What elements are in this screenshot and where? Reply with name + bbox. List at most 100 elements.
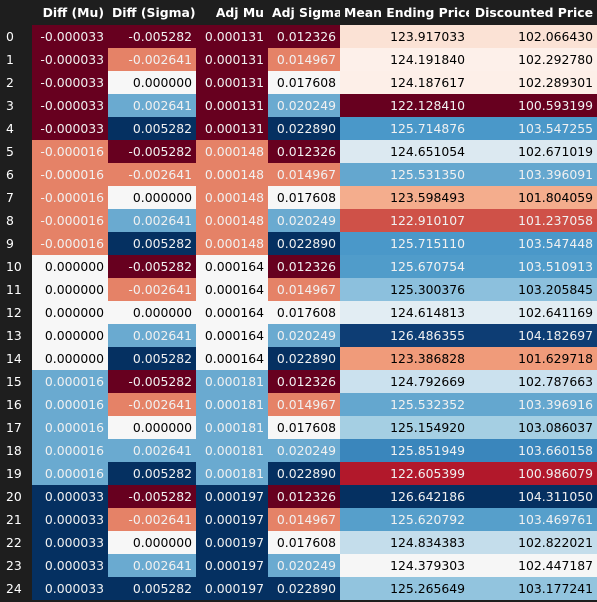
cell-adj-mu: 0.000131	[196, 117, 268, 140]
table-row: 19 0.000016 0.005282 0.000181 0.022890 122.60…	[0, 462, 597, 485]
row-index: 15	[0, 370, 32, 393]
cell-discounted-price: 102.292780	[469, 48, 597, 71]
cell-diff-mu: 0.000016	[32, 416, 108, 439]
cell-discounted-price: 102.066430	[469, 25, 597, 48]
cell-adj-mu: 0.000131	[196, 94, 268, 117]
cell-diff-mu: -0.000033	[32, 71, 108, 94]
table-row: 11 0.000000 -0.002641 0.000164 0.014967 125.3…	[0, 278, 597, 301]
row-index: 18	[0, 439, 32, 462]
row-index: 12	[0, 301, 32, 324]
cell-mean-ending-price: 123.386828	[340, 347, 469, 370]
column-header-mean-ending-price: Mean Ending Price	[340, 0, 469, 25]
cell-discounted-price: 102.289301	[469, 71, 597, 94]
row-index: 7	[0, 186, 32, 209]
cell-diff-sigma: -0.002641	[108, 163, 196, 186]
table-row: 9 -0.000016 0.005282 0.000148 0.022890 125.71…	[0, 232, 597, 255]
table-row: 22 0.000033 0.000000 0.000197 0.017608 124.83…	[0, 531, 597, 554]
cell-mean-ending-price: 122.128410	[340, 94, 469, 117]
cell-adj-mu: 0.000181	[196, 393, 268, 416]
cell-adj-mu: 0.000148	[196, 163, 268, 186]
cell-adj-sigma: 0.020249	[268, 209, 340, 232]
cell-diff-mu: 0.000000	[32, 324, 108, 347]
cell-diff-mu: -0.000016	[32, 209, 108, 232]
cell-diff-sigma: 0.005282	[108, 117, 196, 140]
cell-diff-mu: -0.000016	[32, 186, 108, 209]
cell-adj-mu: 0.000164	[196, 255, 268, 278]
cell-diff-sigma: 0.005282	[108, 347, 196, 370]
cell-diff-mu: 0.000016	[32, 393, 108, 416]
table-row: 24 0.000033 0.005282 0.000197 0.022890 125.26…	[0, 577, 597, 600]
index-header	[0, 0, 32, 25]
row-index: 9	[0, 232, 32, 255]
table-row: 1 -0.000033 -0.002641 0.000131 0.014967 124.1…	[0, 48, 597, 71]
cell-mean-ending-price: 124.614813	[340, 301, 469, 324]
cell-adj-sigma: 0.022890	[268, 347, 340, 370]
cell-discounted-price: 100.986079	[469, 462, 597, 485]
cell-mean-ending-price: 124.191840	[340, 48, 469, 71]
table-row: 21 0.000033 -0.002641 0.000197 0.014967 125.6…	[0, 508, 597, 531]
cell-mean-ending-price: 124.187617	[340, 71, 469, 94]
cell-diff-sigma: -0.002641	[108, 508, 196, 531]
cell-diff-sigma: -0.002641	[108, 393, 196, 416]
table-row: 14 0.000000 0.005282 0.000164 0.022890 123.38…	[0, 347, 597, 370]
cell-adj-sigma: 0.012326	[268, 370, 340, 393]
cell-diff-sigma: 0.000000	[108, 531, 196, 554]
cell-adj-sigma: 0.017608	[268, 301, 340, 324]
cell-discounted-price: 103.510913	[469, 255, 597, 278]
cell-mean-ending-price: 125.300376	[340, 278, 469, 301]
cell-adj-sigma: 0.012326	[268, 140, 340, 163]
cell-diff-sigma: 0.005282	[108, 462, 196, 485]
cell-discounted-price: 101.629718	[469, 347, 597, 370]
cell-diff-mu: -0.000016	[32, 163, 108, 186]
row-index: 20	[0, 485, 32, 508]
row-index: 0	[0, 25, 32, 48]
cell-diff-mu: -0.000033	[32, 117, 108, 140]
table-row: 4 -0.000033 0.005282 0.000131 0.022890 125.71…	[0, 117, 597, 140]
cell-diff-sigma: -0.005282	[108, 370, 196, 393]
cell-diff-sigma: -0.005282	[108, 25, 196, 48]
cell-adj-sigma: 0.014967	[268, 393, 340, 416]
row-index: 13	[0, 324, 32, 347]
table-row: 12 0.000000 0.000000 0.000164 0.017608 124.61…	[0, 301, 597, 324]
table-row: 17 0.000016 0.000000 0.000181 0.017608 125.15…	[0, 416, 597, 439]
row-index: 24	[0, 577, 32, 600]
header-row: Diff (Mu) Diff (Sigma) Adj Mu Adj Sigma …	[0, 0, 597, 25]
cell-diff-sigma: 0.002641	[108, 209, 196, 232]
cell-adj-sigma: 0.017608	[268, 531, 340, 554]
cell-mean-ending-price: 125.531350	[340, 163, 469, 186]
cell-diff-sigma: 0.002641	[108, 554, 196, 577]
cell-adj-sigma: 0.020249	[268, 439, 340, 462]
cell-adj-sigma: 0.022890	[268, 577, 340, 600]
cell-diff-sigma: -0.002641	[108, 278, 196, 301]
cell-discounted-price: 103.086037	[469, 416, 597, 439]
column-header-adj-sigma: Adj Sigma	[268, 0, 340, 25]
cell-adj-sigma: 0.020249	[268, 94, 340, 117]
cell-diff-sigma: -0.005282	[108, 255, 196, 278]
table-row: 15 0.000016 -0.005282 0.000181 0.012326 124.7…	[0, 370, 597, 393]
row-index: 10	[0, 255, 32, 278]
cell-diff-mu: -0.000033	[32, 48, 108, 71]
column-header-discounted-price: Discounted Price	[469, 0, 597, 25]
cell-diff-sigma: 0.005282	[108, 577, 196, 600]
row-index: 8	[0, 209, 32, 232]
table-row: 3 -0.000033 0.002641 0.000131 0.020249 122.12…	[0, 94, 597, 117]
cell-discounted-price: 100.593199	[469, 94, 597, 117]
cell-adj-sigma: 0.017608	[268, 416, 340, 439]
cell-adj-sigma: 0.012326	[268, 255, 340, 278]
row-index: 4	[0, 117, 32, 140]
cell-mean-ending-price: 125.620792	[340, 508, 469, 531]
row-index: 21	[0, 508, 32, 531]
row-index: 22	[0, 531, 32, 554]
table-row: 23 0.000033 0.002641 0.000197 0.020249 124.37…	[0, 554, 597, 577]
column-header-adj-mu: Adj Mu	[196, 0, 268, 25]
cell-diff-mu: 0.000016	[32, 462, 108, 485]
cell-diff-mu: 0.000016	[32, 439, 108, 462]
cell-discounted-price: 103.177241	[469, 577, 597, 600]
cell-diff-sigma: 0.000000	[108, 71, 196, 94]
cell-diff-mu: -0.000016	[32, 232, 108, 255]
cell-adj-mu: 0.000131	[196, 25, 268, 48]
cell-adj-sigma: 0.020249	[268, 324, 340, 347]
cell-discounted-price: 103.205845	[469, 278, 597, 301]
cell-discounted-price: 103.396916	[469, 393, 597, 416]
cell-adj-mu: 0.000164	[196, 324, 268, 347]
